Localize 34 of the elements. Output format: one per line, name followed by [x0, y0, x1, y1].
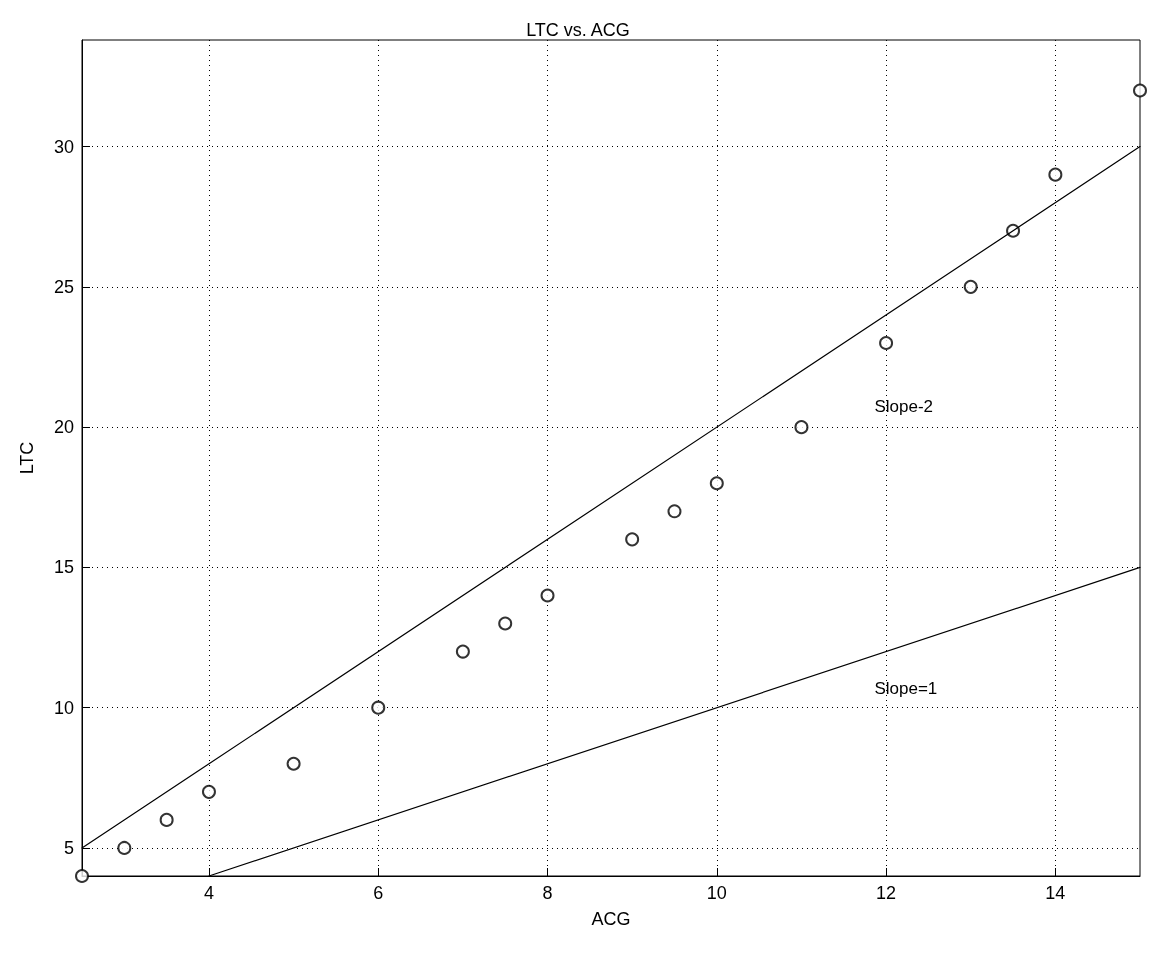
x-tick-label: 12 [876, 883, 897, 903]
x-tick-label: 4 [203, 883, 214, 903]
point [963, 279, 978, 294]
annotation: Slope-2 [874, 397, 934, 417]
x-axis-title: ACG [591, 909, 631, 929]
point [1133, 83, 1147, 98]
y-axis-title: LTC [17, 441, 37, 475]
point [286, 756, 301, 771]
point [709, 476, 724, 491]
x-tick-label: 10 [706, 883, 727, 903]
point [75, 869, 89, 883]
point [879, 335, 894, 350]
point [794, 420, 809, 435]
point [625, 532, 640, 547]
x-tick-label: 8 [542, 883, 553, 903]
point [498, 616, 513, 631]
annotation: Slope=1 [874, 679, 938, 699]
point [1048, 167, 1063, 182]
point [455, 644, 470, 659]
x-tick-label: 6 [373, 883, 384, 903]
point [117, 840, 132, 855]
x-tick-label: 14 [1045, 883, 1066, 903]
y-tick-label: 30 [53, 136, 74, 157]
point [540, 588, 555, 603]
point [371, 700, 386, 715]
y-tick-label: 10 [53, 697, 74, 718]
y-tick-label: 5 [63, 837, 74, 858]
point [201, 784, 216, 799]
chart-title: LTC vs. ACG [526, 20, 630, 40]
y-tick-label: 15 [53, 557, 74, 578]
point [159, 812, 174, 827]
y-tick-label: 20 [53, 417, 74, 438]
y-tick-label: 25 [53, 276, 74, 297]
point [667, 504, 682, 519]
